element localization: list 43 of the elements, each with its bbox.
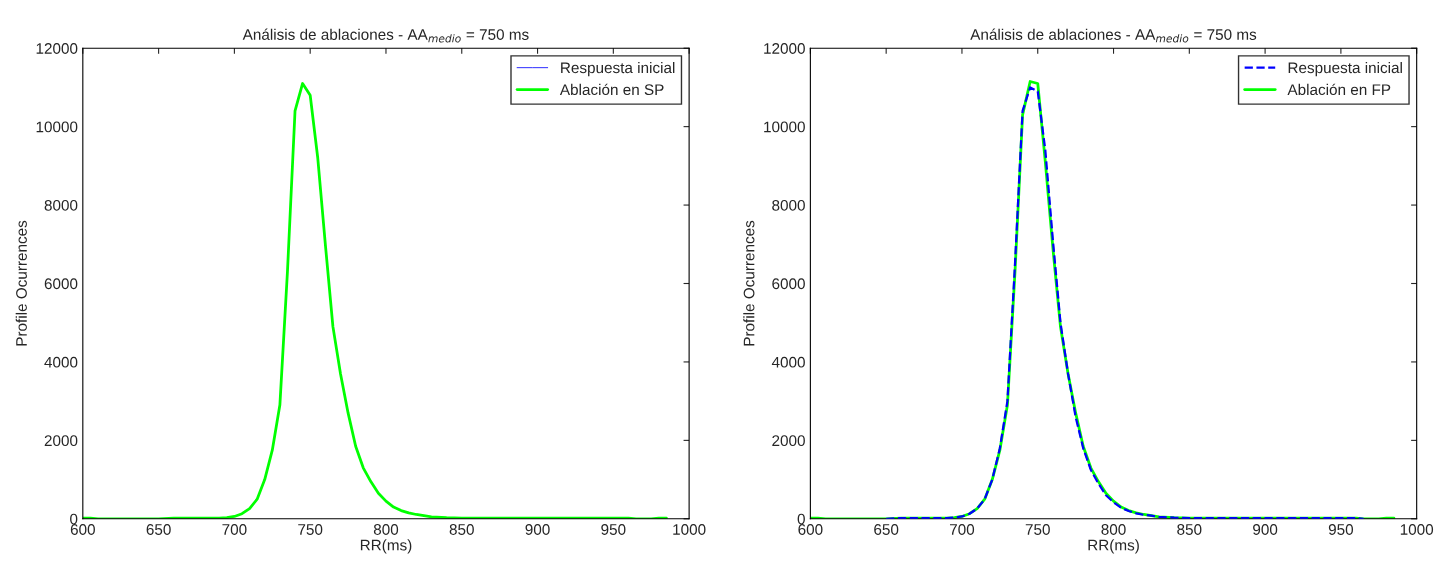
y-tick-label: 6000: [772, 278, 805, 290]
x-tick-label: 800: [373, 524, 399, 535]
y-tick-label: 4000: [771, 356, 805, 368]
y-tick-label: 0: [70, 513, 78, 525]
y-tick-label: 10000: [36, 121, 78, 133]
x-tick-label: 650: [874, 524, 899, 535]
line-series: [82, 82, 668, 519]
x-tick-label: 850: [449, 524, 474, 535]
y-tick-label: 8000: [44, 199, 78, 211]
chart-title: Análisis de ablaciones - AA$_{medio}$ = 750 ms: [242, 28, 529, 43]
legend-label: Ablación en FP: [1287, 83, 1391, 96]
x-tick-label: 700: [949, 524, 975, 535]
y-tick-label: 12000: [764, 43, 805, 54]
y-axis-title: Profile Ocurrences: [15, 220, 27, 346]
legend-label: Respuesta inicial: [561, 61, 675, 77]
x-tick-label: 950: [601, 524, 626, 535]
x-axis-title: RR(ms): [360, 539, 412, 554]
x-tick-label: 1000: [673, 524, 706, 535]
x-tick-label: 750: [298, 524, 323, 535]
y-tick-label: 2000: [772, 435, 805, 447]
chart-title: Análisis de ablaciones - AA$_{medio}$ = 750 ms: [970, 28, 1257, 43]
x-axis-title: RR(ms): [1088, 539, 1139, 554]
x-tick-label: 750: [1025, 524, 1050, 535]
x-tick-label: 900: [525, 524, 550, 535]
y-tick-label: 10000: [764, 121, 805, 133]
y-axis-title: Profile Ocurrences: [743, 220, 755, 346]
legend-label: Ablación en SP: [559, 83, 664, 96]
y-tick-label: 0: [797, 513, 805, 525]
y-tick-label: 6000: [44, 278, 78, 290]
x-tick-label: 850: [1177, 524, 1202, 535]
y-tick-label: 4000: [44, 356, 78, 368]
y-tick-label: 2000: [44, 435, 78, 447]
x-tick-label: 650: [146, 524, 171, 535]
x-tick-label: 950: [1328, 524, 1354, 535]
x-tick-label: 800: [1101, 524, 1126, 535]
y-tick-label: 8000: [772, 199, 805, 211]
y-tick-label: 12000: [36, 43, 78, 54]
x-tick-label: 600: [798, 524, 823, 535]
x-tick-label: 700: [222, 524, 247, 535]
x-tick-label: 900: [1253, 524, 1278, 535]
legend-label: Respuesta inicial: [1288, 61, 1402, 77]
x-tick-label: 1000: [1400, 524, 1434, 535]
x-tick-label: 600: [70, 524, 95, 535]
